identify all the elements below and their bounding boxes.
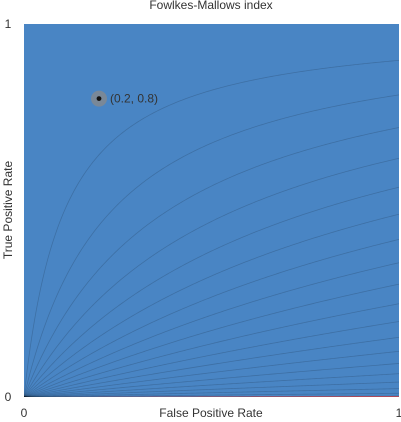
contour-line	[24, 59, 399, 397]
contour-line	[24, 94, 399, 397]
contour-line	[24, 392, 399, 397]
contour-line	[24, 127, 399, 397]
contour-line	[24, 363, 399, 397]
x-tick-1: 1	[396, 406, 401, 420]
contour-lines	[24, 59, 399, 397]
y-axis-label: True Positive Rate	[1, 161, 15, 260]
contour-line	[24, 350, 399, 397]
contour-line	[24, 303, 399, 397]
chart-title: Fowlkes-Mallows index	[149, 0, 272, 12]
contour-line	[24, 157, 399, 397]
contour-line	[24, 381, 399, 397]
contour-line	[24, 186, 399, 397]
contour-line	[24, 373, 399, 397]
contour-line	[24, 213, 399, 397]
contour-line	[24, 283, 399, 397]
contour-line	[24, 395, 399, 397]
contour-band	[24, 24, 399, 397]
contour-line	[24, 239, 399, 397]
contour-line	[24, 336, 399, 397]
contour-line	[24, 321, 399, 397]
y-tick-0: 0	[5, 390, 12, 404]
contour-line	[24, 388, 399, 397]
y-tick-1: 1	[5, 17, 12, 31]
contour-line	[24, 262, 399, 397]
contour-bands	[24, 24, 399, 397]
highlight-point[interactable]	[96, 96, 102, 101]
highlight-point-label: (0.2, 0.8)	[110, 92, 158, 106]
x-tick-0: 0	[21, 406, 28, 420]
highlight-point-group[interactable]: (0.2, 0.8)	[91, 90, 158, 107]
x-axis-label: False Positive Rate	[159, 406, 263, 420]
